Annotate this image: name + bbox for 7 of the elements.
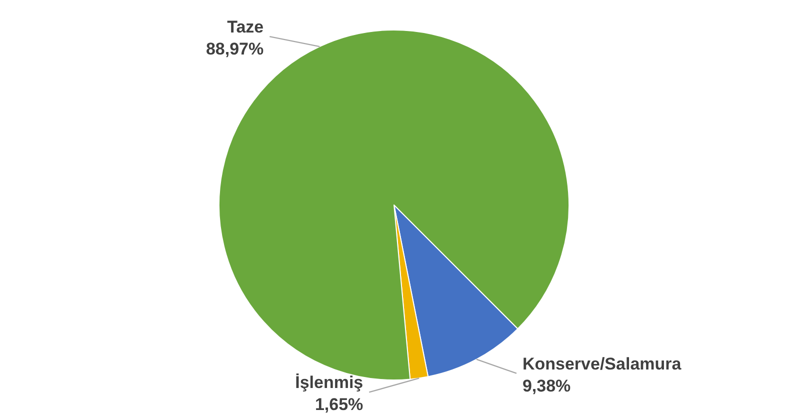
data-label: 1,65% — [314, 395, 364, 414]
data-label: 88,97% — [206, 40, 264, 59]
slice-label: Taze — [227, 18, 264, 37]
pie-slice — [394, 204, 518, 378]
slice-label: İşlenmiş — [295, 373, 364, 392]
slice-label: Konserve/Salamura — [522, 354, 682, 374]
data-label: 9,38% — [522, 376, 571, 396]
